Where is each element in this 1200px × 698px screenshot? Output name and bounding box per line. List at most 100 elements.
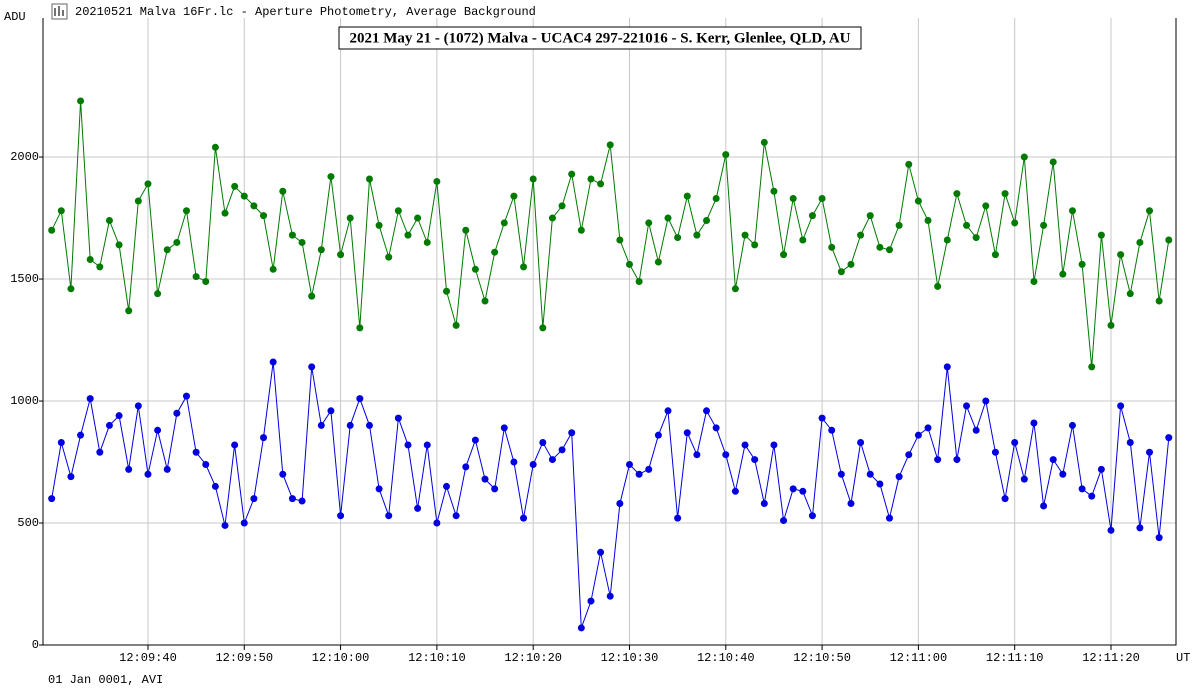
data-point: [722, 451, 730, 459]
data-point: [115, 241, 123, 249]
data-point: [529, 460, 537, 468]
data-point: [837, 268, 845, 276]
x-tick-label: 12:10:30: [601, 651, 659, 665]
data-point: [221, 209, 229, 217]
data-point: [866, 470, 874, 478]
data-point: [423, 441, 431, 449]
data-point: [1146, 448, 1154, 456]
data-point: [808, 212, 816, 220]
y-tick-label: 0: [32, 638, 39, 652]
data-point: [57, 207, 65, 215]
data-point: [520, 263, 528, 271]
data-point: [86, 256, 94, 264]
data-point: [1030, 277, 1038, 285]
x-tick-label: 12:10:00: [312, 651, 370, 665]
data-point: [770, 187, 778, 195]
data-point: [308, 363, 316, 371]
data-point: [780, 251, 788, 259]
data-point: [279, 187, 287, 195]
data-point: [105, 216, 113, 224]
data-point: [462, 226, 470, 234]
data-point: [144, 470, 152, 478]
data-point: [847, 499, 855, 507]
x-tick-label: 12:10:40: [697, 651, 755, 665]
data-point: [414, 504, 422, 512]
data-point: [221, 521, 229, 529]
data-point: [1001, 190, 1009, 198]
x-tick-label: 12:09:50: [215, 651, 273, 665]
data-point: [587, 175, 595, 183]
data-point: [751, 456, 759, 464]
data-point: [972, 234, 980, 242]
data-point: [799, 236, 807, 244]
data-point: [375, 485, 383, 493]
data-point: [1155, 297, 1163, 305]
data-point: [914, 431, 922, 439]
data-point: [625, 460, 633, 468]
data-point: [693, 231, 701, 239]
data-point: [500, 219, 508, 227]
data-point: [548, 456, 556, 464]
data-point: [568, 429, 576, 437]
data-point: [356, 324, 364, 332]
data-point: [240, 192, 248, 200]
data-point: [394, 414, 402, 422]
data-point: [520, 514, 528, 522]
data-point: [703, 216, 711, 224]
y-axis-label: ADU: [4, 10, 26, 24]
data-point: [972, 426, 980, 434]
data-point: [163, 246, 171, 254]
x-tick-label: 12:11:10: [986, 651, 1044, 665]
data-point: [471, 265, 479, 273]
data-point: [77, 431, 85, 439]
data-point: [96, 448, 104, 456]
data-point: [924, 216, 932, 224]
data-point: [982, 397, 990, 405]
x-tick-label: 12:11:20: [1082, 651, 1140, 665]
data-point: [125, 465, 133, 473]
data-point: [934, 282, 942, 290]
x-axis-label: UT: [1176, 651, 1190, 665]
data-point: [1011, 219, 1019, 227]
data-point: [1020, 153, 1028, 161]
chart-title: 2021 May 21 - (1072) Malva - UCAC4 297-2…: [349, 30, 850, 46]
data-point: [192, 448, 200, 456]
data-point: [539, 439, 547, 447]
window-title: 20210521 Malva 16Fr.lc - Aperture Photom…: [75, 5, 536, 19]
data-point: [683, 429, 691, 437]
data-point: [558, 446, 566, 454]
data-point: [539, 324, 547, 332]
data-point: [654, 431, 662, 439]
data-point: [616, 499, 624, 507]
data-point: [963, 221, 971, 229]
data-point: [1146, 207, 1154, 215]
data-point: [1117, 402, 1125, 410]
data-point: [780, 517, 788, 525]
data-point: [529, 175, 537, 183]
data-point: [1126, 439, 1134, 447]
data-point: [876, 243, 884, 251]
data-point: [404, 231, 412, 239]
data-point: [433, 519, 441, 527]
data-point: [1136, 524, 1144, 532]
data-point: [818, 195, 826, 203]
data-point: [885, 514, 893, 522]
data-point: [760, 499, 768, 507]
data-point: [231, 441, 239, 449]
data-point: [57, 439, 65, 447]
data-point: [924, 424, 932, 432]
data-point: [1165, 236, 1173, 244]
data-point: [327, 407, 335, 415]
data-point: [1049, 158, 1057, 166]
data-point: [760, 138, 768, 146]
data-point: [770, 441, 778, 449]
data-point: [597, 548, 605, 556]
data-point: [1001, 495, 1009, 503]
data-point: [298, 238, 306, 246]
data-point: [500, 424, 508, 432]
data-point: [943, 236, 951, 244]
data-point: [857, 439, 865, 447]
data-point: [269, 358, 277, 366]
data-point: [67, 285, 75, 293]
data-point: [1088, 492, 1096, 500]
